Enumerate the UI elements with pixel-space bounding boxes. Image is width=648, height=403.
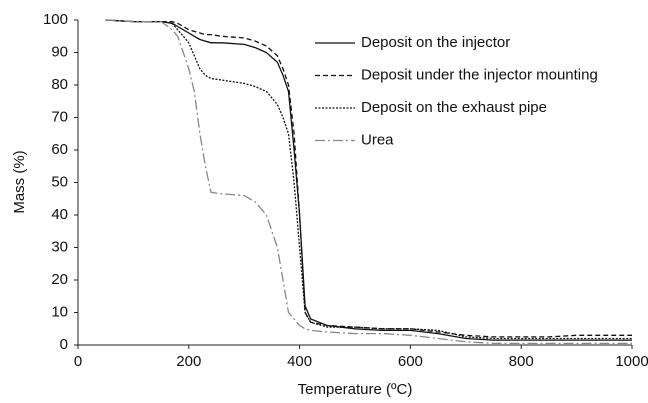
legend-label: Deposit under the injector mounting (361, 66, 598, 83)
x-tick-label: 0 (74, 353, 82, 370)
y-tick-label: 100 (43, 11, 68, 28)
series-line (105, 19, 632, 340)
series-line (105, 19, 632, 345)
y-tick-label: 10 (51, 303, 68, 320)
y-tick-label: 80 (51, 76, 68, 93)
x-tick-label: 800 (509, 353, 534, 370)
series-line (105, 19, 632, 338)
y-tick-label: 50 (51, 173, 68, 190)
legend-label: Urea (361, 131, 394, 148)
y-tick-label: 60 (51, 141, 68, 158)
y-tick-label: 70 (51, 108, 68, 125)
x-tick-label: 1000 (615, 353, 648, 370)
x-tick-label: 200 (176, 353, 201, 370)
y-axis-label: Mass (%) (11, 150, 28, 213)
y-tick-label: 90 (51, 43, 68, 60)
x-tick-label: 400 (287, 353, 312, 370)
x-tick-label: 600 (398, 353, 423, 370)
y-tick-label: 30 (51, 238, 68, 255)
y-tick-label: 40 (51, 206, 68, 223)
series-line (105, 19, 632, 341)
legend-label: Deposit on the exhaust pipe (361, 99, 547, 116)
y-tick-label: 0 (60, 336, 68, 353)
y-tick-label: 20 (51, 271, 68, 288)
x-axis-label: Temperature (ºC) (298, 381, 413, 398)
legend-label: Deposit on the injector (361, 34, 510, 51)
